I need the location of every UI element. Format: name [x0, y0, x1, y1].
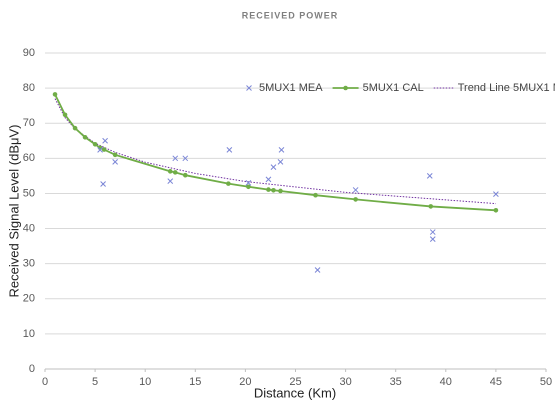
line-point	[313, 192, 318, 198]
line-point	[72, 125, 78, 131]
scatter-point	[100, 181, 106, 187]
line-point	[167, 169, 173, 174]
legend-label: Trend Line 5MUX1 MEA	[458, 82, 555, 94]
line-point	[52, 92, 58, 97]
line-point	[62, 112, 68, 118]
line-point	[266, 187, 271, 192]
y-tick-label: 20	[23, 293, 35, 305]
legend-swatch-dot	[343, 85, 348, 91]
x-tick-label: 45	[490, 376, 502, 388]
x-tick-label: 10	[139, 376, 151, 388]
scatter-point	[265, 176, 272, 183]
scatter-point	[429, 229, 436, 235]
line-point	[92, 141, 98, 147]
marker-stroke	[277, 158, 284, 165]
scatter-point	[172, 155, 179, 162]
x-tick-label: 40	[440, 376, 452, 388]
scatter-point	[278, 147, 285, 153]
scatter-point	[426, 173, 433, 179]
x-tick-label: 30	[339, 376, 351, 388]
scatter-point	[97, 147, 103, 153]
x-tick-label: 15	[189, 376, 201, 388]
scatter-point	[102, 137, 108, 144]
scatter-point	[270, 164, 277, 170]
marker-stroke	[112, 158, 118, 165]
line-point	[271, 187, 276, 193]
line-point	[172, 170, 178, 175]
marker-stroke	[246, 85, 252, 91]
marker-stroke	[278, 147, 285, 153]
x-axis-title: Distance (Km)	[254, 385, 336, 400]
scatter-point	[493, 191, 499, 198]
marker-stroke	[270, 164, 277, 170]
marker-stroke	[265, 176, 272, 183]
scatter-point	[182, 155, 189, 162]
marker-stroke	[245, 180, 252, 186]
series-line	[54, 94, 496, 212]
line-point	[82, 134, 88, 140]
legend-item: 5MUX1 MEA	[246, 82, 323, 94]
x-tick-label: 50	[540, 376, 552, 388]
line-point	[428, 204, 434, 209]
y-tick-label: 10	[23, 328, 35, 340]
marker-stroke	[429, 236, 436, 242]
scatter-point	[277, 158, 284, 165]
legend-label: 5MUX1 MEA	[259, 82, 323, 94]
x-tick-label: 20	[239, 376, 251, 388]
y-tick-label: 80	[23, 82, 35, 94]
line-point	[182, 172, 188, 178]
y-tick-label: 70	[23, 117, 35, 129]
line-point	[246, 184, 251, 190]
scatter-point	[112, 158, 118, 165]
line-point	[101, 147, 107, 152]
x-tick-label: 5	[92, 376, 98, 388]
scatter-point	[314, 267, 321, 273]
y-axis-title: Received Signal Level (dBμV)	[6, 125, 21, 298]
y-tick-label: 90	[23, 47, 35, 59]
line-point	[493, 207, 499, 213]
x-tick-label: 25	[289, 376, 301, 388]
scatter-point	[226, 147, 233, 153]
line-point	[226, 181, 231, 186]
marker-stroke	[100, 181, 106, 187]
trend-line	[54, 98, 496, 205]
y-tick-label: 0	[29, 363, 35, 375]
y-tick-label: 30	[23, 258, 35, 270]
scatter-point	[245, 180, 252, 186]
scatter-point	[352, 187, 359, 193]
marker-stroke	[352, 187, 359, 193]
marker-stroke	[102, 137, 108, 144]
legend-item: 5MUX1 CAL	[332, 82, 424, 94]
marker-stroke	[429, 229, 436, 235]
line-point	[112, 152, 118, 158]
y-tick-label: 50	[23, 187, 35, 199]
scatter-point	[167, 178, 174, 185]
chart-title: RECEIVED POWER	[242, 10, 339, 20]
marker-stroke	[182, 155, 189, 162]
x-tick-label: 0	[42, 376, 48, 388]
marker-stroke	[172, 155, 179, 162]
marker-stroke	[493, 191, 499, 198]
legend-item: Trend Line 5MUX1 MEA	[433, 82, 555, 94]
marker-stroke	[167, 178, 174, 185]
y-tick-label: 40	[23, 222, 35, 234]
marker-stroke	[226, 147, 233, 153]
marker-stroke	[314, 267, 321, 273]
legend-label: 5MUX1 CAL	[363, 82, 424, 94]
marker-stroke	[426, 173, 433, 179]
line-point	[353, 197, 358, 202]
scatter-point	[429, 236, 436, 242]
marker-stroke	[97, 147, 103, 153]
line-point	[278, 188, 283, 194]
x-tick-label: 35	[390, 376, 402, 388]
y-tick-label: 60	[23, 152, 35, 164]
